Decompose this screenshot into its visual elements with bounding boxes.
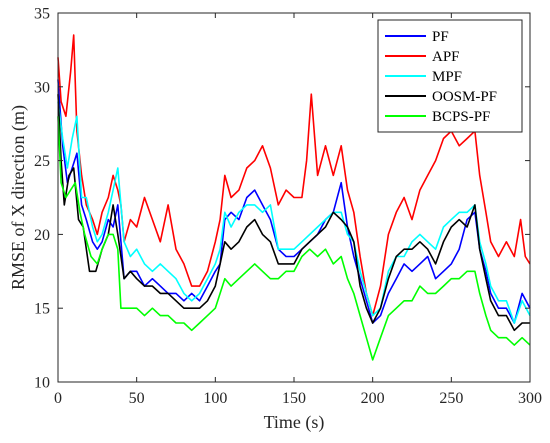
legend-label-oosm-pf: OOSM-PF xyxy=(432,89,497,105)
x-tick-label: 250 xyxy=(439,390,463,407)
x-tick-label: 50 xyxy=(129,390,145,407)
x-tick-label: 200 xyxy=(361,390,385,407)
series-layer xyxy=(57,34,531,361)
series-line-oosm-pf xyxy=(57,94,530,332)
y-tick-label: 30 xyxy=(34,79,50,96)
x-tick-label: 0 xyxy=(54,390,62,407)
legend-label-bcps-pf: BCPS-PF xyxy=(432,109,490,125)
legend-label-apf: APF xyxy=(432,49,460,65)
series-line-bcps-pf xyxy=(57,116,531,361)
y-tick-label: 15 xyxy=(34,301,50,318)
x-tick-label: 150 xyxy=(282,390,306,407)
y-tick-label: 10 xyxy=(34,375,50,392)
x-tick-label: 300 xyxy=(518,390,542,407)
y-tick-label: 20 xyxy=(34,227,50,244)
legend-label-mpf: MPF xyxy=(432,69,462,85)
y-axis-label: RMSE of X direction (m) xyxy=(8,105,29,290)
x-axis-label: Time (s) xyxy=(264,412,325,433)
x-tick-label: 100 xyxy=(203,390,227,407)
y-tick-label: 35 xyxy=(34,6,50,23)
y-tick-label: 25 xyxy=(34,153,50,170)
legend: PF APF MPF OOSM-PF BCPS-PF xyxy=(377,19,523,133)
tick-layer: 0 50 100 150 200 250 300 10 15 20 25 30 35 xyxy=(34,6,542,408)
series-line-mpf xyxy=(57,101,531,324)
legend-label-pf: PF xyxy=(432,29,449,45)
